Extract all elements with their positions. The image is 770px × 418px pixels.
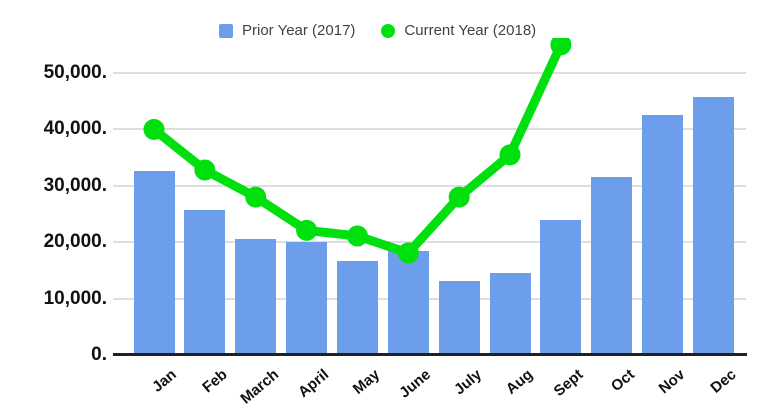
x-axis-tick-label: March [236,366,282,408]
bar-june[interactable] [387,250,429,355]
legend-item-current-year[interactable]: Current Year (2018) [381,22,536,39]
bar-sept[interactable] [540,219,582,355]
x-axis-tick-label: Nov [655,366,689,398]
y-axis-tick-label: 20,000. [43,231,107,253]
line-point-sept[interactable] [550,34,572,56]
line-point-aug[interactable] [499,144,521,166]
y-axis-tick-label: 50,000. [43,62,107,83]
y-axis-tick-label: 0. [91,344,107,365]
bar-aug[interactable] [489,273,531,355]
x-axis-tick-label: Sept [550,366,587,400]
x-axis-tick-label: July [451,366,486,399]
bar-april[interactable] [286,242,328,355]
bar-nov[interactable] [642,115,684,355]
legend-label-current-year: Current Year (2018) [404,22,537,39]
x-axis-tick-label: May [350,366,384,398]
line-point-july[interactable] [448,186,470,208]
x-axis-tick-label: June [396,366,435,402]
legend: Prior Year (2017) Current Year (2018) [219,22,536,39]
x-axis-line [113,353,747,356]
line-series-swatch-icon [381,23,396,38]
bar-may[interactable] [336,261,378,355]
y-axis-tick-label: 30,000. [43,174,107,196]
line-point-march[interactable] [245,186,267,208]
bar-series-swatch-icon [219,23,233,38]
bar-dec[interactable] [692,97,734,355]
y-axis-tick-label: 10,000. [43,287,107,309]
line-point-april[interactable] [296,219,318,241]
legend-label-prior-year: Prior Year (2017) [242,22,356,39]
x-axis-tick-label: Feb [199,366,231,397]
bar-july[interactable] [438,280,480,355]
x-axis-tick-label: Oct [607,366,638,396]
gridline [113,72,746,74]
legend-item-prior-year[interactable]: Prior Year (2017) [219,22,355,39]
x-axis-tick-label: April [295,366,333,401]
x-axis-tick-label: Aug [502,366,536,398]
bar-oct[interactable] [591,176,633,355]
line-point-feb[interactable] [194,159,216,181]
bar-feb[interactable] [184,210,226,355]
y-axis-tick-label: 40,000. [43,118,107,140]
bar-march[interactable] [235,239,277,355]
x-axis-tick-label: Jan [149,366,180,396]
bar-jan[interactable] [133,170,175,355]
line-point-may[interactable] [346,225,368,247]
x-axis-tick-label: Dec [707,366,740,397]
gridline [113,297,746,300]
